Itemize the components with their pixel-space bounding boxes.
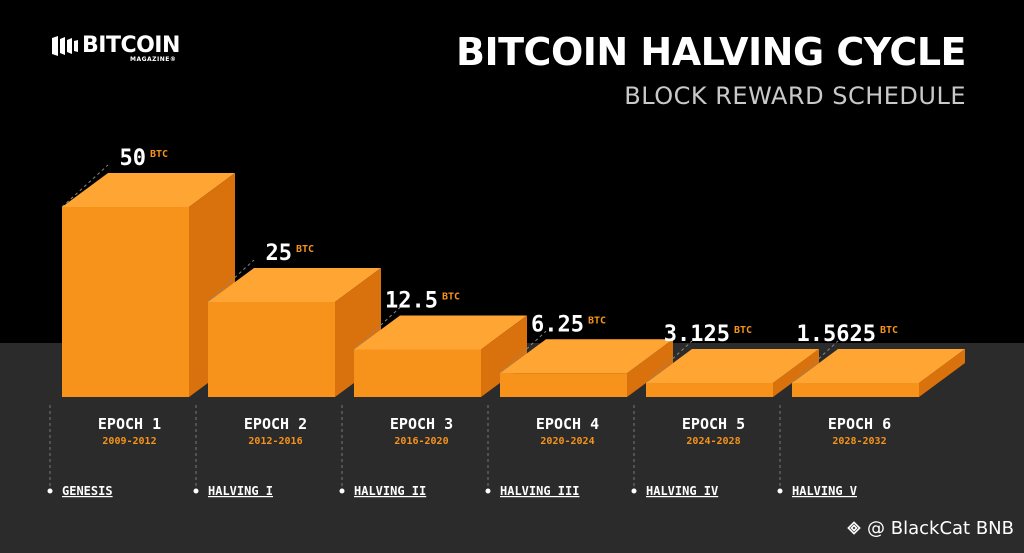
bar-front bbox=[208, 302, 335, 397]
event-label: HALVING II bbox=[354, 484, 426, 498]
guide-line bbox=[207, 259, 255, 303]
event-label: HALVING III bbox=[500, 484, 579, 498]
bar-front bbox=[500, 373, 627, 397]
epoch-years: 2009-2012 bbox=[102, 436, 156, 447]
bar-front bbox=[792, 383, 919, 397]
value-label: 3.125 bbox=[664, 322, 730, 347]
bar-top bbox=[646, 349, 819, 383]
event-dot bbox=[193, 488, 199, 494]
epoch-label: EPOCH 2 bbox=[244, 415, 307, 433]
event-dot bbox=[777, 488, 783, 494]
epoch-years: 2028-2032 bbox=[832, 436, 886, 447]
value-unit-label: BTC bbox=[150, 149, 168, 160]
value-label: 6.25 bbox=[531, 312, 584, 337]
logo-subtext: MAGAZINE® bbox=[130, 56, 177, 63]
epoch-label: EPOCH 1 bbox=[98, 415, 161, 433]
bitcoin-magazine-logo-icon bbox=[52, 36, 78, 56]
event-label: GENESIS bbox=[62, 484, 113, 498]
guide-line bbox=[791, 340, 839, 384]
epoch-years: 2024-2028 bbox=[686, 436, 740, 447]
event-label: HALVING I bbox=[208, 484, 273, 498]
logo-wordmark: BITCOIN bbox=[82, 33, 180, 58]
bar-front bbox=[354, 349, 481, 397]
bar-front bbox=[62, 207, 189, 397]
bitcoin-magazine-logo: BITCOIN MAGAZINE® bbox=[52, 34, 202, 68]
epoch-label: EPOCH 6 bbox=[828, 415, 891, 433]
event-dot bbox=[339, 488, 345, 494]
bar-side bbox=[773, 349, 819, 397]
bar-side bbox=[481, 315, 527, 397]
bar-side bbox=[627, 339, 673, 397]
guide-line bbox=[353, 307, 401, 350]
event-dot bbox=[631, 488, 637, 494]
event-label: HALVING IV bbox=[646, 484, 718, 498]
value-label: 12.5 bbox=[385, 289, 438, 314]
page-title: BITCOIN HALVING CYCLE bbox=[456, 30, 966, 74]
value-unit-label: BTC bbox=[734, 325, 752, 336]
value-unit-label: BTC bbox=[296, 244, 314, 255]
guide-line bbox=[645, 340, 693, 384]
watermark: @ BlackCat BNB bbox=[845, 518, 1014, 539]
value-unit-label: BTC bbox=[880, 325, 898, 336]
value-label: 25 bbox=[266, 241, 293, 266]
epoch-years: 2016-2020 bbox=[394, 436, 448, 447]
binance-diamond-icon bbox=[847, 521, 861, 535]
bar-top bbox=[62, 173, 235, 207]
bar-side bbox=[919, 349, 965, 397]
event-label: HALVING V bbox=[792, 484, 857, 498]
bar-top bbox=[208, 268, 381, 302]
bar-top bbox=[500, 339, 673, 374]
guide-line bbox=[61, 164, 109, 208]
event-dot bbox=[485, 488, 491, 494]
epoch-years: 2020-2024 bbox=[540, 436, 594, 447]
value-unit-label: BTC bbox=[442, 292, 460, 303]
bar-top bbox=[792, 349, 965, 383]
page-subtitle: BLOCK REWARD SCHEDULE bbox=[624, 82, 966, 110]
watermark-text: @ BlackCat BNB bbox=[867, 518, 1014, 539]
value-unit-label: BTC bbox=[588, 315, 606, 326]
epoch-label: EPOCH 5 bbox=[682, 415, 745, 433]
value-label: 1.5625 bbox=[797, 322, 876, 347]
bar-top bbox=[354, 315, 527, 350]
event-dot bbox=[47, 488, 53, 494]
guide-line bbox=[499, 330, 547, 374]
epoch-label: EPOCH 4 bbox=[536, 415, 599, 433]
epoch-label: EPOCH 3 bbox=[390, 415, 453, 433]
bar-front bbox=[646, 383, 773, 397]
epoch-years: 2012-2016 bbox=[248, 436, 302, 447]
value-label: 50 bbox=[120, 146, 147, 171]
